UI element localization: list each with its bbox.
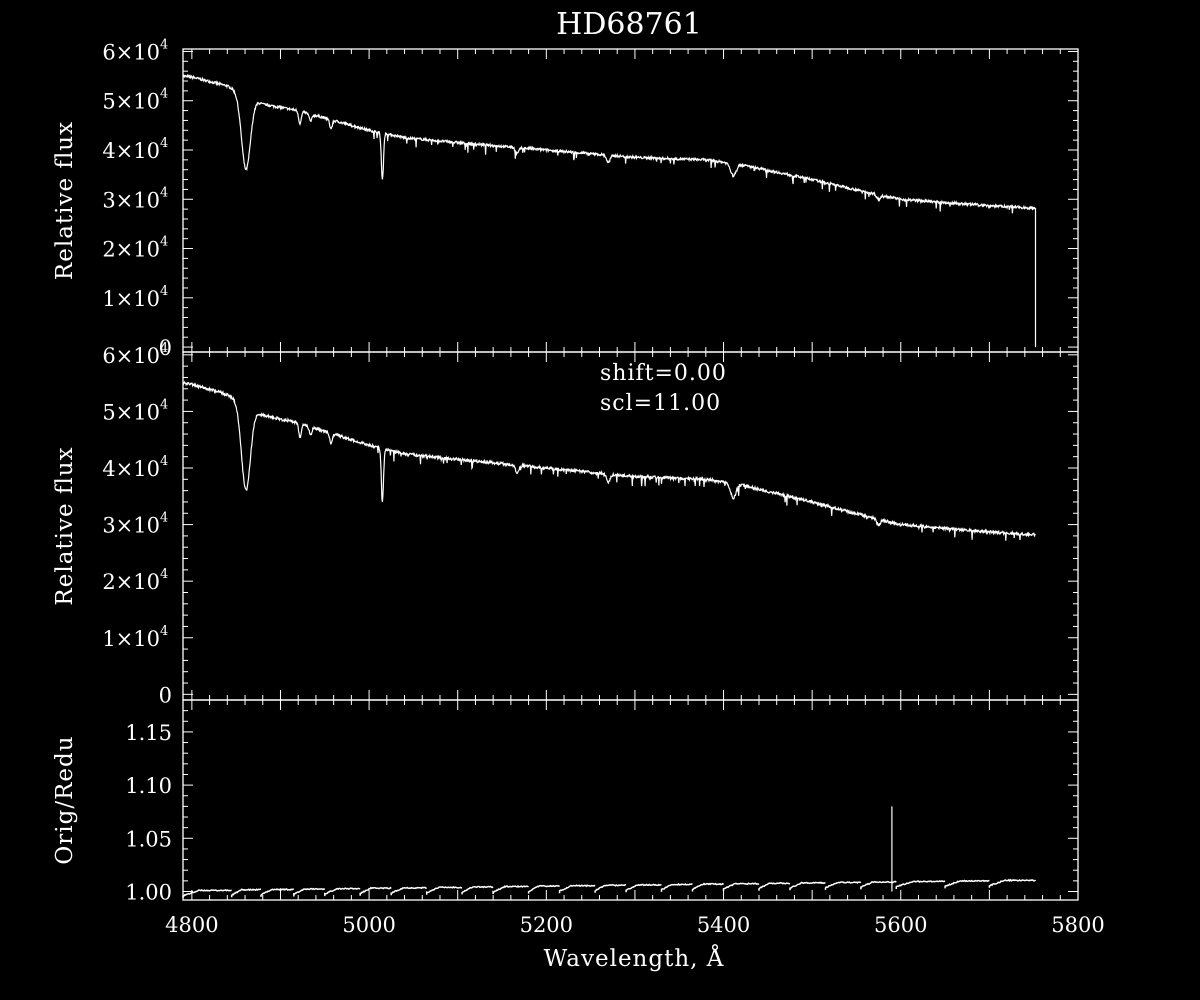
spectrum-line (182, 74, 1037, 348)
panel-middle: 01×10 42×10 43×10 44×10 45×10 46×10 4Relative … (52, 341, 1079, 707)
y-tick-label: 5×10 (102, 90, 160, 114)
y-tick-label: 1.10 (125, 774, 172, 798)
y-tick-exponent: 4 (160, 397, 168, 412)
y-tick-label: 1×10 (102, 627, 160, 651)
y-axis-label: Relative flux (52, 121, 78, 280)
y-tick-exponent: 4 (160, 511, 168, 526)
y-tick-label: 5×10 (102, 400, 160, 424)
x-tick-label: 5200 (520, 913, 573, 937)
x-tick-label: 5600 (874, 913, 927, 937)
x-tick-label: 5400 (697, 913, 750, 937)
annotation-shift: shift=0.00 (600, 361, 727, 386)
y-tick-label: 2×10 (102, 570, 160, 594)
x-axis-label: Wavelength, Å (544, 944, 725, 972)
y-tick-exponent: 4 (160, 284, 168, 299)
y-tick-label: 6×10 (102, 344, 160, 368)
y-tick-exponent: 4 (160, 37, 168, 52)
y-tick-label: 1.00 (125, 880, 172, 904)
y-tick-exponent: 4 (160, 624, 168, 639)
y-tick-exponent: 4 (160, 235, 168, 250)
spectrum-line (182, 380, 1036, 541)
y-tick-label: 1.15 (125, 721, 172, 745)
panel-top: 01×10 42×10 43×10 44×10 45×10 46×10 4Relative … (52, 37, 1079, 360)
y-tick-label: 3×10 (102, 188, 160, 212)
y-tick-label: 2×10 (102, 238, 160, 262)
y-tick-label: 6×10 (102, 40, 160, 64)
ratio-line (182, 878, 1036, 898)
plot-frame (182, 48, 1079, 353)
chart-title: HD68761 (556, 7, 702, 42)
x-tick-label: 5800 (1051, 913, 1104, 937)
plot-frame (182, 699, 1079, 901)
y-tick-exponent: 4 (160, 87, 168, 102)
y-tick-label: 3×10 (102, 514, 160, 538)
y-axis-label: Orig/Redu (52, 735, 78, 864)
y-tick-label: 1.05 (125, 827, 172, 851)
y-tick-exponent: 4 (160, 136, 168, 151)
y-tick-exponent: 4 (160, 341, 168, 356)
y-tick-label: 1×10 (102, 287, 160, 311)
y-axis-label: Relative flux (52, 446, 78, 605)
y-tick-label: 0 (159, 336, 172, 360)
y-tick-label: 4×10 (102, 139, 160, 163)
y-tick-exponent: 4 (160, 567, 168, 582)
y-tick-label: 4×10 (102, 457, 160, 481)
y-tick-exponent: 4 (160, 454, 168, 469)
x-tick-label: 5000 (342, 913, 395, 937)
x-tick-label: 4800 (165, 913, 218, 937)
y-tick-label: 0 (159, 683, 172, 707)
y-tick-exponent: 4 (160, 185, 168, 200)
panel-bottom: 4800 5000 5200 5400 5600 5800 1.00 1.05 1.10 1.15… (52, 699, 1105, 937)
annotation-scl: scl=11.00 (600, 391, 721, 416)
